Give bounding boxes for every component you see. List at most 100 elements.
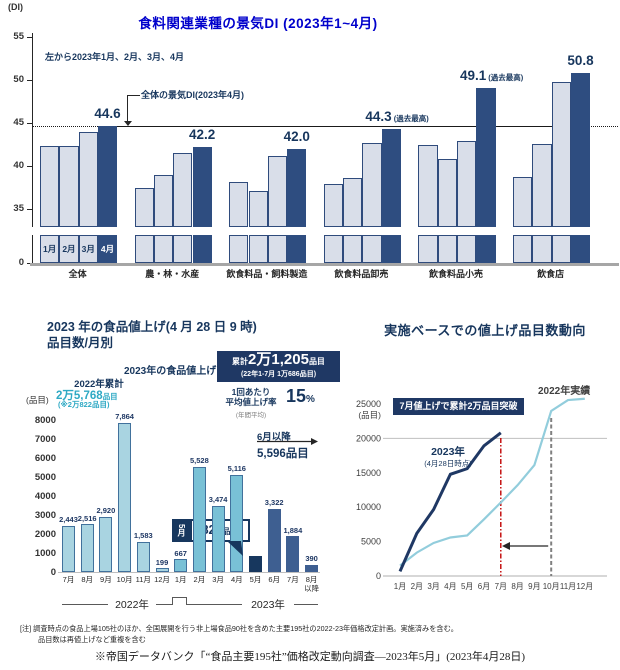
june-onward-value: 5,596品目 xyxy=(257,448,309,460)
items-bar xyxy=(174,559,188,572)
cumulative-total-badge: 累計2万1,205品目 (22年1-7月 1万686品目) xyxy=(217,351,340,382)
di-value-note: (過去最高) xyxy=(391,114,429,124)
items-bar xyxy=(80,524,94,572)
items-bar-value: 5,116 xyxy=(227,464,246,474)
items-bar-value: 7,864 xyxy=(115,412,134,422)
items-month-label: 1月 xyxy=(174,575,187,584)
items-bar xyxy=(230,474,244,572)
items-bar-value: 2,920 xyxy=(96,506,116,516)
trend-month-label: 10月 xyxy=(543,582,560,591)
di-bar xyxy=(476,87,496,227)
year-axis-line xyxy=(62,604,108,605)
di-y-axis xyxy=(32,33,34,227)
di-value-label: 44.3 (過去最高) xyxy=(365,109,429,125)
items-bar xyxy=(136,541,150,572)
di-bar xyxy=(229,182,249,227)
may-callout-value: 824品目 xyxy=(190,519,250,542)
di-bar xyxy=(570,73,591,227)
items-month-label: 3月 xyxy=(212,575,224,584)
di-tick-label: 0 xyxy=(18,257,24,268)
items-month-label: 7月 xyxy=(287,575,299,584)
avg-rate-subnote: (年間平均) xyxy=(235,412,267,419)
di-value-label: 50.8 xyxy=(567,53,594,69)
items-bar-value: 1,884 xyxy=(283,525,303,535)
di-bar xyxy=(437,159,457,227)
year-group-label-2022: 2022年 xyxy=(115,599,149,611)
trend-2023-series-sublabel: (4月28日時点) xyxy=(424,459,472,468)
trend-tick-label: 5000 xyxy=(361,537,381,547)
di-value-label: 42.0 xyxy=(283,128,310,144)
di-bar xyxy=(381,129,401,227)
items-tick-label: 8000 xyxy=(34,415,56,426)
di-tick-label: 45 xyxy=(13,117,24,128)
trend-tick-label: 10000 xyxy=(356,502,381,512)
total-2022-title: 2022年累計 xyxy=(74,379,124,390)
di-tick-mark xyxy=(27,123,32,125)
di-axis-unit-label: (DI) xyxy=(8,2,23,12)
di-bar xyxy=(40,146,60,227)
items-tick-label: 6000 xyxy=(34,453,56,464)
di-tick-mark xyxy=(27,37,32,39)
di-series-legend-1月: 1月 xyxy=(40,235,60,263)
di-tick-label: 35 xyxy=(13,203,24,214)
di-category-label: 飲食料品小売 xyxy=(429,269,484,279)
items-bar-value: 667 xyxy=(174,548,187,558)
trend-month-label: 1月 xyxy=(394,582,406,591)
footnote-line1: [注] 調査時点の食品上場105社のほか、全国展開を行う非上場食品90社を含めた… xyxy=(20,624,458,633)
di-series-legend-3月: 3月 xyxy=(78,235,98,263)
items-bar xyxy=(99,516,113,572)
trend-month-label: 7月 xyxy=(495,582,507,591)
year-axis-line xyxy=(156,604,172,605)
di-bar xyxy=(532,143,552,227)
june-onward-arrowhead-icon xyxy=(311,438,318,445)
di-category-label: 全体 xyxy=(68,269,87,279)
di-bar-stub xyxy=(192,235,212,263)
items-month-label: 2月 xyxy=(193,575,206,584)
di-bar-stub xyxy=(229,235,249,263)
trend-tick-label: 20000 xyxy=(356,433,381,443)
trend-tick-label: 25000 xyxy=(356,399,381,409)
di-bar xyxy=(457,141,477,227)
items-2023-header: 2023年の食品値上げ xyxy=(124,366,217,377)
total-2022-value: 2万5,768品目 xyxy=(56,390,118,402)
items-bar-value: 3,474 xyxy=(208,495,228,505)
items-axis-unit-label: (品目) xyxy=(26,395,49,405)
di-series-legend-4月: 4月 xyxy=(97,235,118,263)
di-bar xyxy=(287,148,307,227)
items-month-label: 12月 xyxy=(154,575,170,584)
di-bar xyxy=(134,188,154,227)
trend-month-label: 12月 xyxy=(576,582,593,591)
items-tick-label: 4000 xyxy=(34,491,56,502)
di-reference-line-solid xyxy=(98,126,556,128)
trend-month-label: 2月 xyxy=(411,582,423,591)
di-bar xyxy=(551,81,571,227)
trend-callout-badge: 7月値上げで累計2万品目突破 xyxy=(393,398,524,415)
avg-rate-label-line2: 平均値上げ率 xyxy=(225,397,277,407)
trend-chart-title: 実施ベースでの値上げ品目数動向 xyxy=(384,323,586,338)
trend-month-label: 8月 xyxy=(511,582,523,591)
year-axis-bracket xyxy=(186,597,187,605)
may-callout-pointer xyxy=(227,541,243,556)
items-bar xyxy=(62,525,75,572)
items-month-label: 6月 xyxy=(268,575,281,584)
items-month-label: 10月 xyxy=(116,575,133,584)
year-group-label-2023: 2023年 xyxy=(251,599,285,611)
di-bar xyxy=(418,145,438,227)
di-y-axis-lower xyxy=(32,235,34,264)
di-bar-stub xyxy=(134,235,154,263)
items-bar xyxy=(118,422,132,572)
source-citation: ※帝国データバンク「“食品主要195社”価格改定動向調査―2023年5月」(20… xyxy=(94,651,526,663)
footnote-line2: 品目数は再値上げなど重複を含む xyxy=(38,635,146,644)
di-bar xyxy=(267,155,288,227)
cumulative-total-subnote: (22年1-7月 1万686品目) xyxy=(240,371,317,378)
items-tick-label: 1000 xyxy=(34,548,56,559)
di-bar xyxy=(78,132,98,227)
di-bar-stub xyxy=(437,235,457,263)
trend-month-label: 6月 xyxy=(478,582,490,591)
items-bar xyxy=(155,568,169,572)
di-bar xyxy=(513,177,533,227)
callout-connector-horizontal xyxy=(127,95,140,96)
items-bar xyxy=(211,505,225,572)
items-bar-value: 199 xyxy=(155,557,169,567)
